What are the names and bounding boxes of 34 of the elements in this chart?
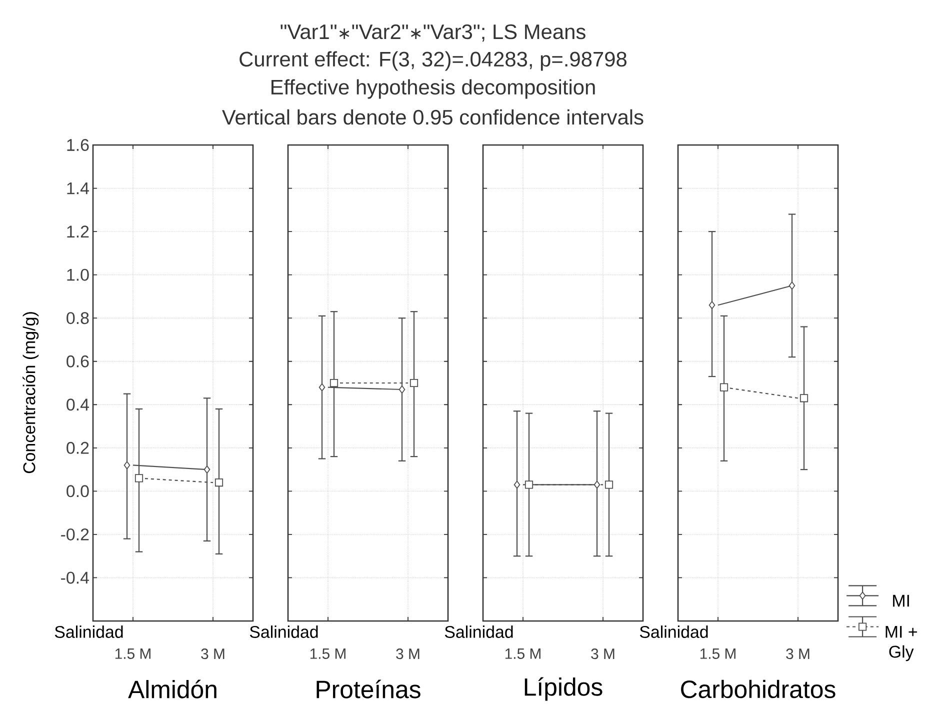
x-axis-title: Salinidad xyxy=(54,626,123,638)
y-axis-title: Concentración (mg/g) xyxy=(22,312,39,474)
y-tick-label: 0.0 xyxy=(66,485,89,498)
text: Current effect: F(3, 32)=.04283, p=.98798 xyxy=(240,51,626,71)
y-tick-label: -0.2 xyxy=(61,528,89,540)
x-axis-title: Salinidad xyxy=(250,626,318,638)
x-tick-label: 3 M xyxy=(201,648,224,660)
x-tick-label: 3 M xyxy=(396,648,420,660)
x-tick-label: 3 M xyxy=(591,648,614,660)
x-tick-label: 1.5 M xyxy=(700,648,736,659)
x-axis-title: Salinidad xyxy=(640,626,708,638)
y-tick-label: 1.4 xyxy=(67,182,89,194)
text: Carbohidratos xyxy=(681,680,836,698)
x-tick-label: 1.5 M xyxy=(505,648,540,659)
y-tick-label: 0.4 xyxy=(66,398,89,411)
y-tick-label: -0.4 xyxy=(61,572,89,584)
legend-label: MI xyxy=(893,594,909,607)
text: Effective hypothesis decomposition xyxy=(272,79,595,99)
y-tick-label: 1.0 xyxy=(67,268,89,281)
text: Vertical bars denote 0.95 confidence intervals xyxy=(222,109,644,125)
y-tick-label: 0.6 xyxy=(66,355,89,368)
y-tick-label: 0.8 xyxy=(66,312,89,324)
text: Almidón xyxy=(128,680,216,698)
text: "Var1"∗"Var2"∗"Var3"; LS Means xyxy=(280,24,586,42)
y-tick-label: 1.6 xyxy=(67,139,89,151)
y-tick-label: 1.2 xyxy=(67,226,89,238)
text: Proteínas xyxy=(316,680,420,698)
y-tick-label: 0.2 xyxy=(66,442,89,454)
x-tick-label: 1.5 M xyxy=(115,648,150,659)
text: Lípidos xyxy=(524,677,602,701)
x-tick-label: 1.5 M xyxy=(310,648,346,659)
x-tick-label: 3 M xyxy=(786,648,810,660)
x-axis-title: Salinidad xyxy=(444,626,513,638)
legend-label: MI + Gly xyxy=(886,626,917,662)
